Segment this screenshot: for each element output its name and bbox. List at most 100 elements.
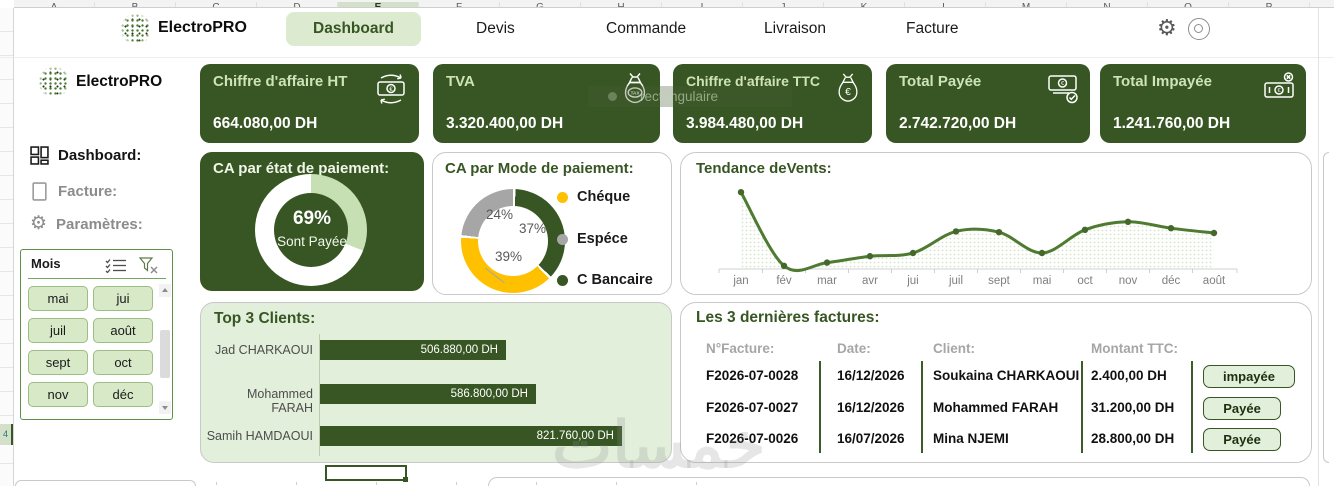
scroll-up-arrow[interactable]: [159, 284, 171, 297]
sidebar-logo-icon: [38, 66, 70, 98]
x-axis-label: nov: [1119, 275, 1138, 287]
column-header-F[interactable]: F: [419, 2, 500, 7]
column-header-A[interactable]: A: [14, 2, 95, 7]
excel-selected-cell[interactable]: [325, 465, 408, 482]
status-badge-payee: Payée: [1203, 397, 1281, 420]
x-axis-label: sept: [988, 275, 1011, 287]
column-header-M[interactable]: M: [986, 2, 1067, 7]
slicer-scrollbar[interactable]: [159, 284, 171, 414]
invoice-number: F2026-07-0028: [706, 368, 799, 383]
scroll-down-arrow[interactable]: [159, 401, 171, 414]
excel-selected-row-header[interactable]: 4: [0, 424, 13, 445]
invoice-number: F2026-07-0026: [706, 431, 799, 446]
kpi-value: 1.241.760,00 DH: [1113, 115, 1231, 132]
client-bar: 506.880,00 DH: [320, 340, 506, 360]
panel-top3-clients: Top 3 Clients: Jad CHARKAOUI Mohammed FA…: [200, 302, 672, 463]
column-header-I[interactable]: I: [662, 2, 743, 7]
clear-filter-icon[interactable]: [139, 257, 158, 274]
excel-row-headers[interactable]: [0, 8, 14, 486]
scrollbar-thumb[interactable]: [160, 330, 170, 378]
dashboard-grid-icon: [30, 146, 49, 165]
x-axis-label: mai: [1033, 275, 1052, 287]
column-header-H[interactable]: H: [581, 2, 662, 7]
panel-dernieres-factures: Les 3 dernières factures: N°Facture: Dat…: [680, 302, 1312, 463]
column-header-D[interactable]: D: [257, 2, 338, 7]
sidebar-item-facture[interactable]: Facture:: [30, 182, 117, 201]
tab-livraison[interactable]: Livraison: [764, 20, 827, 37]
slicer-option-sept[interactable]: sept: [28, 350, 88, 375]
slicer-option-nov[interactable]: nov: [28, 382, 88, 407]
record-circle-inner: [1193, 23, 1203, 33]
column-separator: [921, 361, 923, 453]
cell-gridline-ticks: [216, 482, 776, 485]
column-header-O[interactable]: O: [1148, 2, 1229, 7]
slicer-option-juil[interactable]: juil: [28, 318, 88, 343]
status-badge-impayee: impayée: [1203, 365, 1295, 388]
invoice-date: 16/07/2026: [837, 431, 905, 446]
invoice-client: Soukaina CHARKAOUI: [933, 368, 1080, 383]
invoice-client: Mina NJEMI: [933, 431, 1009, 446]
column-header-J[interactable]: J: [743, 2, 824, 7]
kpi-card-total-payee: Total Payée € 2.742.720,00 DH: [886, 64, 1090, 143]
tab-facture[interactable]: Facture: [906, 20, 959, 37]
column-header-K[interactable]: K: [824, 2, 905, 7]
data-point-août: [1210, 229, 1218, 237]
slicer-option-déc[interactable]: déc: [93, 382, 153, 407]
data-point-mai: [1038, 249, 1046, 257]
column-header-B[interactable]: B: [95, 2, 176, 7]
slicer-title: Mois: [31, 256, 61, 271]
column-header-C[interactable]: C: [176, 2, 257, 7]
sidebar-item-dashboard[interactable]: Dashboard:: [30, 146, 141, 165]
sheet-right-gridline: [1318, 8, 1319, 486]
banknote-cross-icon: €: [1261, 71, 1297, 105]
kpi-card-tva: TVA TAX 3.320.400,00 DH: [433, 64, 660, 143]
x-axis-label: déc: [1162, 275, 1181, 287]
data-point-nov: [1124, 218, 1132, 225]
column-header-L[interactable]: L: [905, 2, 986, 7]
kpi-title: Total Impayée: [1113, 73, 1212, 90]
tab-commande[interactable]: Commande: [606, 20, 687, 37]
invoice-date: 16/12/2026: [837, 368, 905, 383]
x-axis-label: avr: [862, 275, 878, 287]
kpi-value: 2.742.720,00 DH: [899, 115, 1017, 132]
tab-dashboard[interactable]: Dashboard: [286, 12, 421, 46]
svg-text:€: €: [1061, 81, 1064, 87]
column-header-P[interactable]: P: [1229, 2, 1310, 7]
sidebar-item-parametres[interactable]: ⚙ Paramètres:: [30, 214, 143, 234]
slicer-option-oct[interactable]: oct: [93, 350, 153, 375]
data-point-mar: [823, 259, 831, 266]
slicer-option-jui[interactable]: jui: [93, 286, 153, 311]
invoice-amount: 2.400,00 DH: [1091, 368, 1167, 383]
slicer-option-août[interactable]: août: [93, 318, 153, 343]
record-circle-icon[interactable]: [1188, 18, 1210, 40]
fill-handle[interactable]: [403, 477, 408, 482]
kpi-value: 3.320.400,00 DH: [446, 115, 564, 132]
column-header-client: Client:: [933, 341, 975, 356]
bar-chart-axis: [319, 334, 320, 456]
paid-percent: 69%: [292, 208, 332, 229]
kpi-card-total-impayee: Total Impayée € 1.241.760,00 DH: [1100, 64, 1306, 143]
svg-text:€: €: [845, 87, 851, 98]
data-point-avr: [866, 253, 874, 260]
kpi-title: Total Payée: [899, 73, 982, 90]
client-bar: 821.760,00 DH: [320, 426, 622, 446]
multi-select-icon[interactable]: [105, 258, 127, 273]
settings-gear-icon[interactable]: ⚙: [1157, 15, 1177, 40]
data-point-jan: [737, 189, 745, 196]
tab-devis[interactable]: Devis: [476, 20, 515, 37]
data-point-juil: [952, 228, 960, 235]
kpi-title: Chiffre d'affaire HT: [213, 73, 348, 90]
tax-bag-icon: TAX: [619, 71, 651, 105]
legend-item-espece: Espéce: [557, 231, 628, 247]
column-header-N[interactable]: N: [1067, 2, 1148, 7]
month-slicer[interactable]: Mois mai jui juil août sept oct nov déc: [20, 249, 173, 420]
column-header-E[interactable]: E: [338, 2, 419, 7]
column-header-G[interactable]: G: [500, 2, 581, 7]
panel-etat-paiement: CA par état de paiement: 69% Sont Payée: [200, 152, 424, 291]
slicer-option-mai[interactable]: mai: [28, 286, 88, 311]
cut-off-card-edge: [1323, 152, 1329, 463]
data-point-sept: [995, 229, 1003, 236]
gear-icon: ⚙: [30, 213, 48, 234]
